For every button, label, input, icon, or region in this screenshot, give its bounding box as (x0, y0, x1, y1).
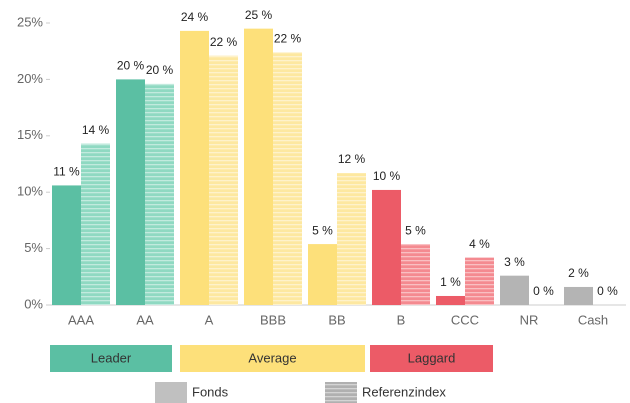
value-label: 0 % (597, 284, 618, 298)
bar (180, 30, 209, 306)
value-label: 11 % (53, 165, 80, 179)
group-legend-box (180, 345, 365, 372)
value-label: 22 % (210, 35, 238, 49)
group-legend-label: Average (248, 350, 296, 365)
bar (308, 244, 337, 305)
bar (500, 275, 529, 305)
x-tick-label: NR (520, 312, 539, 327)
bar-hatch (337, 173, 366, 305)
x-tick-label: CCC (451, 312, 479, 327)
bar-hatch (81, 143, 110, 305)
group-legend-label: Leader (91, 350, 132, 365)
y-tick-label: 5% (24, 240, 43, 255)
y-tick-label: 20% (17, 71, 43, 86)
x-tick-label: AA (136, 312, 154, 327)
bar-hatch (465, 257, 494, 305)
y-tick-label: 25% (17, 14, 43, 29)
x-tick-label: A (205, 312, 214, 327)
value-label: 24 % (181, 10, 209, 24)
bar (52, 185, 81, 305)
value-label: 20 % (146, 63, 174, 77)
value-label: 3 % (504, 255, 525, 269)
value-label: 2 % (568, 266, 589, 280)
legend-label: Referenzindex (362, 384, 446, 399)
value-label: 14 % (82, 123, 110, 137)
value-label: 10 % (373, 169, 401, 183)
y-tick-label: 10% (17, 184, 43, 199)
x-tick-label: AAA (68, 312, 94, 327)
bar-hatch (401, 244, 430, 305)
value-label: 25 % (245, 8, 273, 22)
legend-hatch (325, 382, 357, 403)
bar (372, 189, 401, 305)
bar (564, 286, 593, 305)
value-label: 12 % (338, 152, 366, 166)
value-label: 1 % (440, 275, 461, 289)
x-tick-label: Cash (578, 312, 608, 327)
bar-hatch (209, 55, 238, 305)
bar-hatch (273, 52, 302, 305)
value-label: 4 % (469, 237, 490, 251)
group-legend-box (370, 345, 493, 372)
value-label: 0 % (533, 284, 554, 298)
bar (244, 28, 273, 305)
value-label: 20 % (117, 59, 145, 73)
bar (436, 295, 465, 305)
bar (116, 79, 145, 306)
group-legend-label: Laggard (408, 350, 456, 365)
group-legend-box (50, 345, 172, 372)
value-label: 5 % (405, 223, 426, 237)
x-tick-label: BB (328, 312, 345, 327)
y-tick-label: 0% (24, 296, 43, 311)
legend-swatch (155, 382, 187, 403)
y-tick-label: 15% (17, 127, 43, 142)
bar-hatch (145, 83, 174, 305)
legend-label: Fonds (192, 384, 229, 399)
x-tick-label: BBB (260, 312, 286, 327)
value-label: 5 % (312, 223, 333, 237)
x-tick-label: B (397, 312, 406, 327)
value-label: 22 % (274, 31, 302, 45)
